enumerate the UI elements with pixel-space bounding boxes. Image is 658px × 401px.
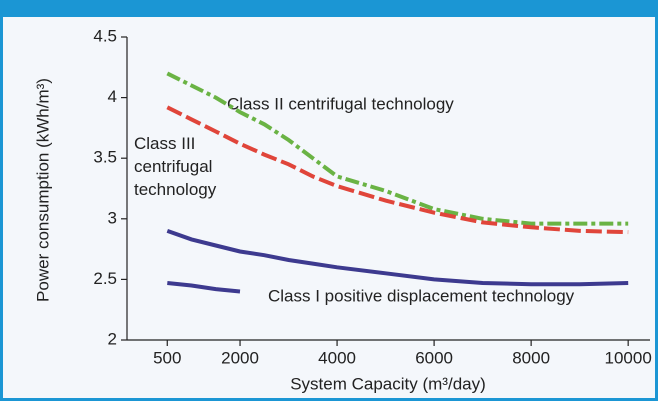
y-axis-label: Power consumption (kWh/m³) (33, 78, 52, 302)
x-tick-label: 8000 (512, 348, 550, 367)
annotation-box: Class III centrifugal technology (134, 134, 217, 199)
y-tick-label: 4.5 (93, 26, 117, 45)
series-line (166, 229, 629, 287)
x-axis-label: System Capacity (m³/day) (290, 374, 486, 393)
series-line (166, 105, 629, 235)
x-tick-label: 500 (153, 348, 181, 367)
y-tick-label: 3.5 (93, 148, 117, 167)
annotation: Class I positive displacement technology (268, 286, 575, 305)
y-tick-label: 4 (108, 87, 117, 106)
annotation: Class III centrifugal technology (134, 134, 217, 199)
series-line (166, 71, 629, 226)
background (3, 17, 655, 398)
x-tick-label: 2000 (221, 348, 259, 367)
series-line (167, 281, 241, 294)
x-tick-label: 6000 (415, 348, 453, 367)
x-tick-label: 4000 (318, 348, 356, 367)
annotation: Class II centrifugal technology (227, 94, 454, 113)
y-tick-label: 2.5 (93, 269, 117, 288)
y-tick-label: 3 (108, 208, 117, 227)
x-tick-label: 10000 (605, 348, 652, 367)
y-tick-label: 2 (108, 329, 117, 348)
